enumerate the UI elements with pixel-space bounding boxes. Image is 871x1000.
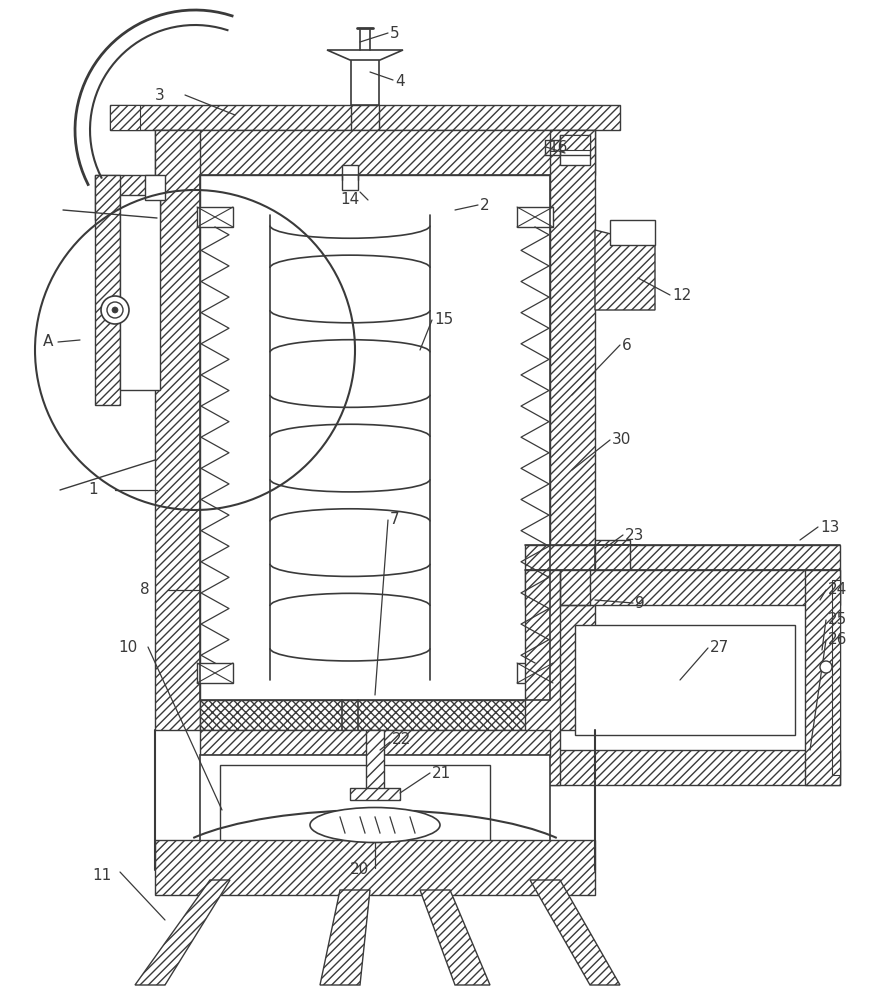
Bar [342,165,358,190]
Ellipse shape [310,808,440,842]
Bar [110,105,620,130]
Bar [200,755,550,870]
Polygon shape [595,230,655,310]
Bar [366,730,384,790]
Bar [197,663,233,683]
Bar [155,840,595,895]
Text: 20: 20 [350,862,369,878]
Bar [145,175,165,200]
Bar [517,207,553,227]
Bar [517,663,553,683]
Bar [351,55,379,105]
Bar [832,580,840,775]
Text: 27: 27 [710,641,729,656]
Text: 24: 24 [828,582,847,597]
Text: 5: 5 [390,25,400,40]
Circle shape [820,661,832,673]
Text: A: A [43,334,53,350]
Polygon shape [327,50,403,60]
Bar [110,105,140,130]
Bar [220,765,490,855]
Circle shape [107,302,123,318]
Text: 7: 7 [390,512,400,528]
Bar [560,135,590,165]
Text: 9: 9 [635,595,645,610]
Text: 21: 21 [432,766,451,780]
Circle shape [101,296,129,324]
Text: 30: 30 [612,432,631,448]
Bar [95,175,160,220]
Polygon shape [420,890,490,985]
Text: 14: 14 [340,192,359,208]
Bar [610,220,655,245]
Bar [197,207,233,227]
Text: 1: 1 [88,483,98,497]
Bar [560,135,590,150]
Text: 6: 6 [622,338,631,353]
Bar [95,175,120,405]
Bar [155,130,200,730]
Bar [120,195,160,390]
Bar [525,570,560,785]
Bar [525,570,840,605]
Bar [575,625,795,735]
Text: 12: 12 [672,288,692,302]
Bar [805,570,840,785]
Bar [200,700,550,730]
Circle shape [112,307,118,313]
Text: 22: 22 [392,732,411,748]
Bar [200,730,550,755]
Bar [525,545,840,570]
Text: 10: 10 [118,640,138,654]
Text: 2: 2 [480,198,490,213]
Text: 8: 8 [140,582,150,597]
Bar [155,130,595,175]
Text: 4: 4 [395,75,405,90]
Polygon shape [530,880,620,985]
Polygon shape [135,880,230,985]
Bar [525,750,840,785]
Bar [350,788,400,800]
Bar [550,130,595,730]
Polygon shape [320,890,370,985]
Text: 15: 15 [434,312,453,328]
Text: 25: 25 [828,612,847,628]
Text: 13: 13 [820,520,840,534]
Text: 16: 16 [548,139,567,154]
Text: 23: 23 [625,528,645,542]
Text: 3: 3 [155,88,165,103]
Text: 26: 26 [828,633,847,648]
Bar [595,540,630,575]
Text: 11: 11 [92,867,111,882]
